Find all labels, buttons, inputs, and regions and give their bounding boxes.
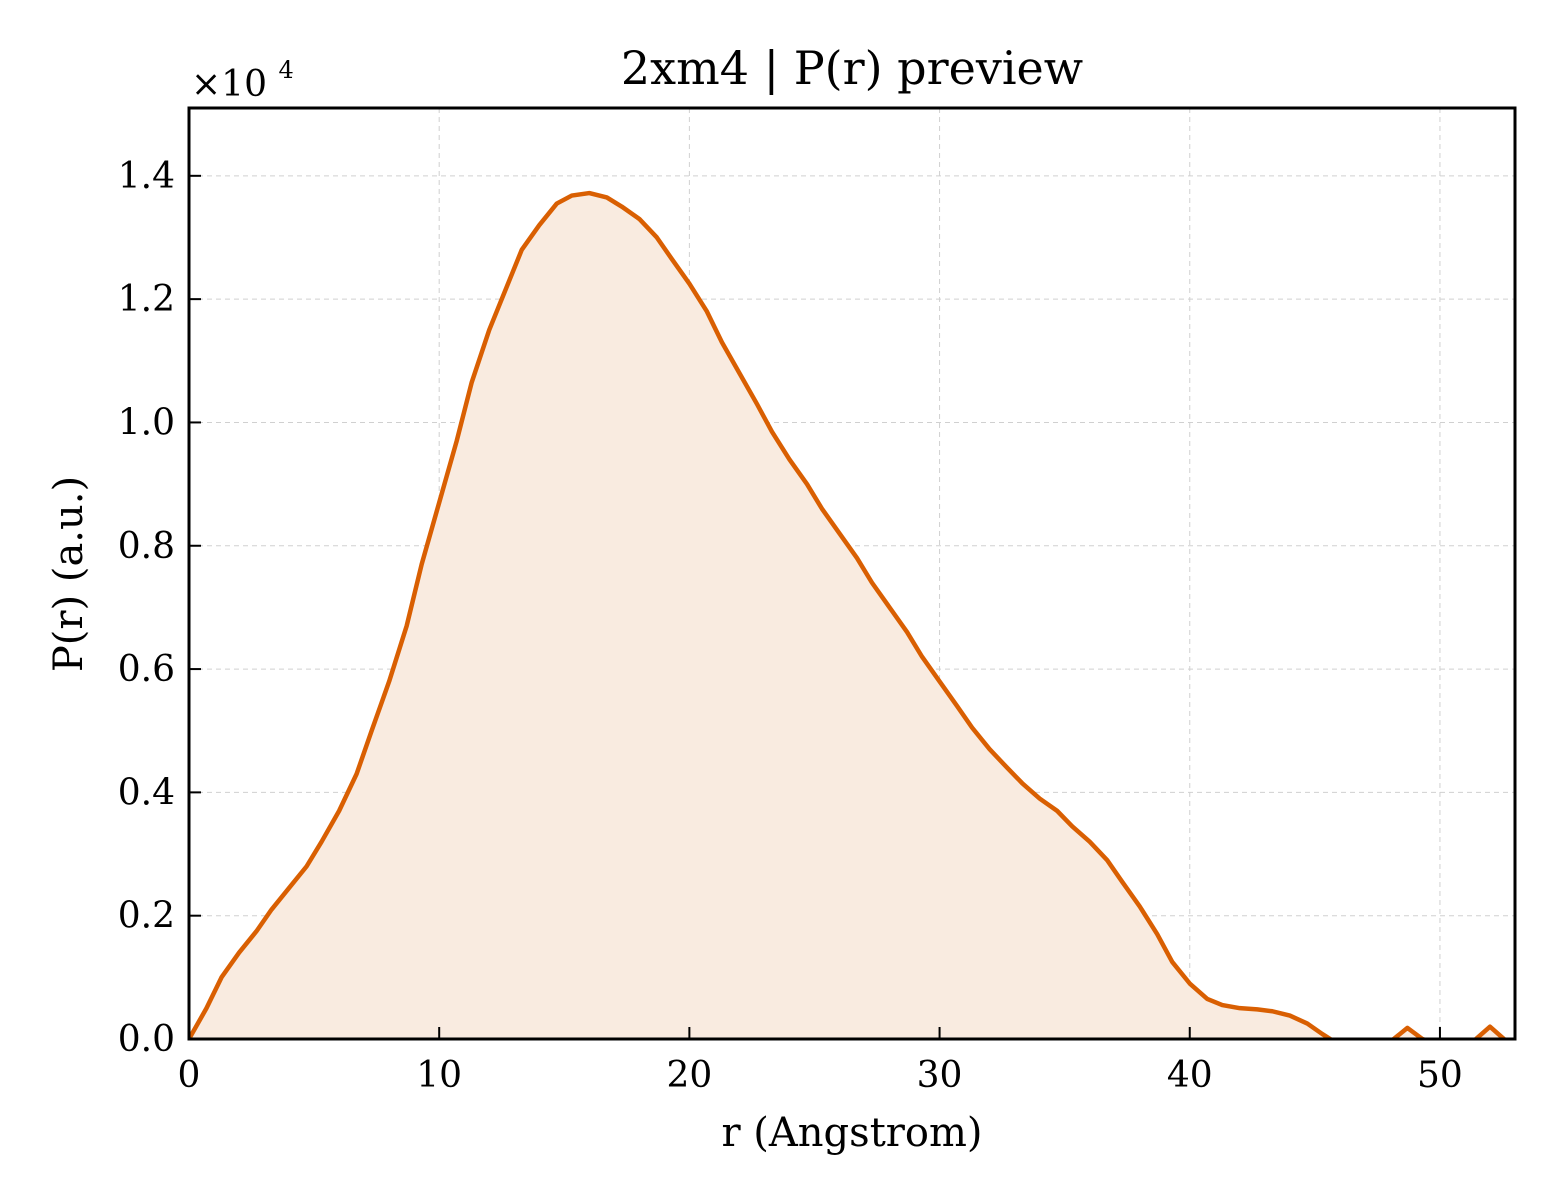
x-tick-labels: 0 10 20 30 40 50 (178, 1055, 1463, 1096)
plot-frame (187, 106, 1517, 1041)
axis-ticks (188, 174, 1441, 1040)
y-multiplier: ×10 4 (191, 56, 294, 105)
y-tick-labels: 0.0 0.2 0.4 0.6 0.8 1.0 1.2 1.4 (118, 156, 175, 1060)
x-tick-label: 10 (416, 1055, 462, 1096)
y-tick-label: 0.0 (118, 1019, 175, 1060)
y-tick-label: 1.4 (118, 156, 175, 197)
y-tick-label: 0.6 (118, 649, 175, 690)
y-axis-label: P(r) (a.u.) (46, 476, 92, 672)
y-tick-label: 1.0 (118, 402, 175, 443)
y-tick-label: 1.2 (118, 279, 175, 320)
y-tick-label: 0.4 (118, 772, 175, 813)
y-multiplier-exponent: 4 (278, 56, 293, 84)
chart-title: 2xm4 | P(r) preview (621, 41, 1083, 95)
x-tick-label: 40 (1167, 1055, 1213, 1096)
x-tick-label: 0 (178, 1055, 201, 1096)
x-tick-label: 20 (666, 1055, 712, 1096)
series-line (189, 190, 1508, 1039)
y-tick-label: 0.8 (118, 526, 175, 567)
y-multiplier-base: ×10 (191, 64, 267, 105)
x-tick-label: 50 (1417, 1055, 1463, 1096)
x-axis-label: r (Angstrom) (721, 1110, 982, 1156)
area-fill (189, 193, 1515, 1039)
x-tick-label: 30 (917, 1055, 963, 1096)
y-tick-label: 0.2 (118, 896, 175, 937)
